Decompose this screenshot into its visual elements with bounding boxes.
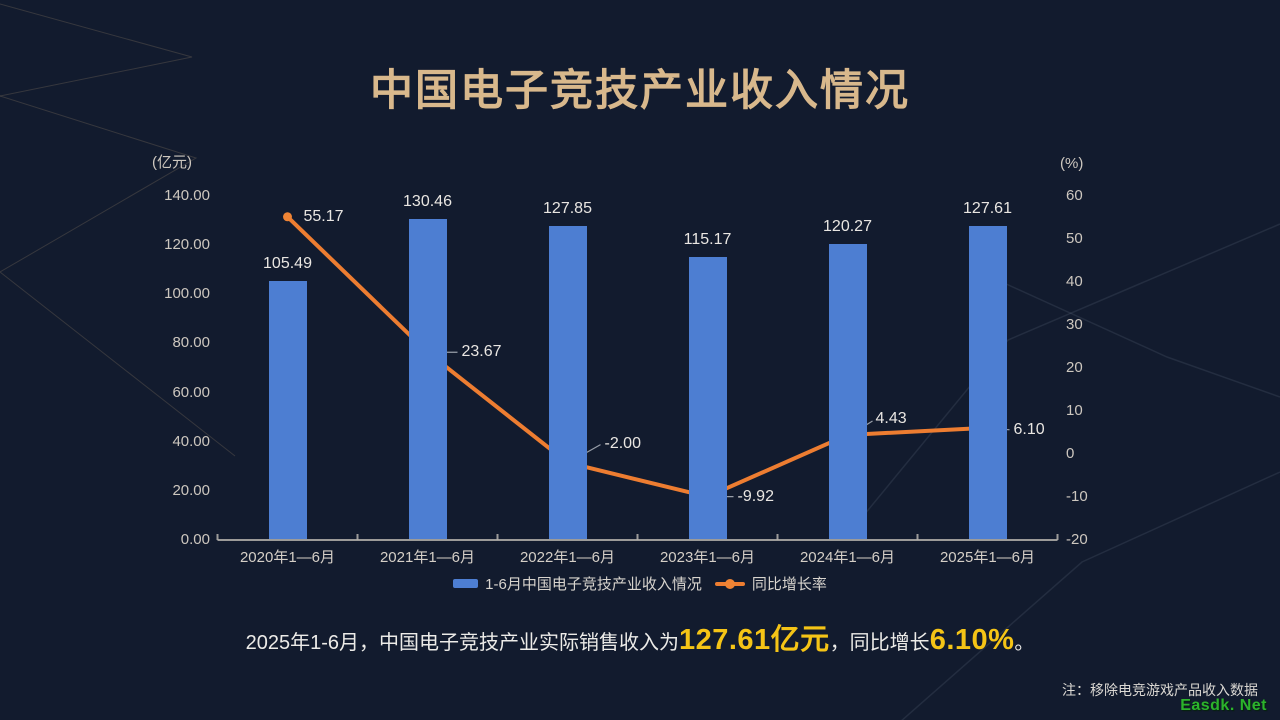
legend-bar-swatch-icon [453,579,479,588]
decor-polyline-right-2 [992,277,1280,398]
legend-label: 1-6月中国电子竞技产业收入情况 [485,576,702,593]
bar-value-label: 120.27 [823,218,872,236]
watermark: Easdk. Net [1180,697,1267,714]
summary-prefix: 2025年1-6月，中国电子竞技产业实际销售收入为 [245,632,679,654]
line-value-label: 4.43 [875,409,907,427]
line-value-label: 23.67 [461,343,502,361]
bar-value-label: 105.49 [263,254,312,272]
line-value-label: 6.10 [1013,420,1045,438]
summary-middle: ，同比增长 [829,632,930,654]
chart-legend: 1-6月中国电子竞技产业收入情况 同比增长率 [0,573,1280,594]
line-value-label: -9.92 [737,487,774,505]
x-axis-category-label: 2023年1—6月 [659,549,756,566]
right-axis-tick-label: 40 [1066,273,1083,290]
right-axis-tick-label: 0 [1066,445,1075,462]
line-marker [283,212,292,222]
right-axis-tick-label: 20 [1066,359,1083,376]
left-axis-tick-label: 0.00 [180,531,210,548]
left-axis-tick-label: 140.00 [164,187,210,204]
decor-polyline-right-1 [849,223,1280,533]
legend-item-bar: 1-6月中国电子竞技产业收入情况 [453,573,702,594]
footnote: 注：移除电竞游戏产品收入数据 [1062,682,1258,698]
summary-text: 2025年1-6月，中国电子竞技产业实际销售收入为 127.61亿元 ，同比增长 6.… [0,616,1280,658]
summary-growth-highlight: 6.10% [929,624,1015,656]
summary-suffix: 。 [1014,632,1035,654]
page-title: 中国电子竞技产业收入情况 [370,67,910,115]
bar-value-label: 130.46 [403,193,452,211]
bar-2021年1—6月 [408,219,447,539]
line-value-label: -2.00 [604,434,641,452]
left-axis-tick-label: 60.00 [172,383,210,401]
x-axis-category-label: 2022年1—6月 [519,549,616,566]
right-axis-unit: (%) [1060,155,1084,172]
x-axis-category-label: 2020年1—6月 [239,549,336,566]
x-axis-category-label: 2024年1—6月 [799,549,896,566]
legend-item-line: 同比增长率 [714,573,827,594]
bar-value-label: 115.17 [683,231,732,248]
bar-2022年1—6月 [548,225,587,539]
left-axis-tick-label: 40.00 [172,432,210,450]
left-axis-unit: (亿元) [152,154,192,171]
decor-polyline-right-3 [901,471,1280,720]
bar-value-label: 127.61 [963,200,1012,218]
decor-polyline-left [0,95,236,457]
left-axis-tick-label: 20.00 [172,481,210,499]
right-axis-tick-label: 10 [1066,402,1083,419]
legend-line-dot [724,578,735,589]
right-axis-tick-label: 30 [1066,316,1083,333]
growth-line [285,214,990,499]
legend-line-swatch-icon [714,578,745,589]
right-axis-tick-label: -10 [1066,488,1088,505]
x-axis-category-label: 2021年1—6月 [379,549,476,566]
bar-value-label: 127.85 [543,199,592,217]
right-axis-tick-label: 60 [1066,187,1083,204]
right-axis-tick-label: 50 [1066,230,1083,247]
left-axis-tick-label: 80.00 [172,334,210,352]
bar-2025年1—6月 [968,226,1007,539]
summary-revenue-highlight: 127.61亿元 [678,624,830,656]
x-axis-category-label: 2025年1—6月 [939,549,1036,566]
decor-triangle-top-left [0,3,193,97]
bar-2023年1—6月 [688,257,727,539]
bar-2024年1—6月 [828,244,867,539]
left-axis-tick-label: 120.00 [164,236,210,254]
line-value-label: 55.17 [303,207,344,225]
right-axis-tick-label: -20 [1066,531,1088,548]
legend-label: 同比增长率 [751,576,827,593]
left-axis-tick-label: 100.00 [164,285,210,303]
bar-2020年1—6月 [268,280,307,539]
